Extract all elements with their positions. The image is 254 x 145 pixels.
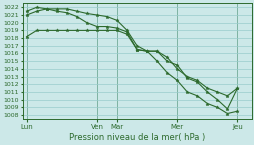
X-axis label: Pression niveau de la mer( hPa ): Pression niveau de la mer( hPa ) bbox=[69, 133, 204, 142]
